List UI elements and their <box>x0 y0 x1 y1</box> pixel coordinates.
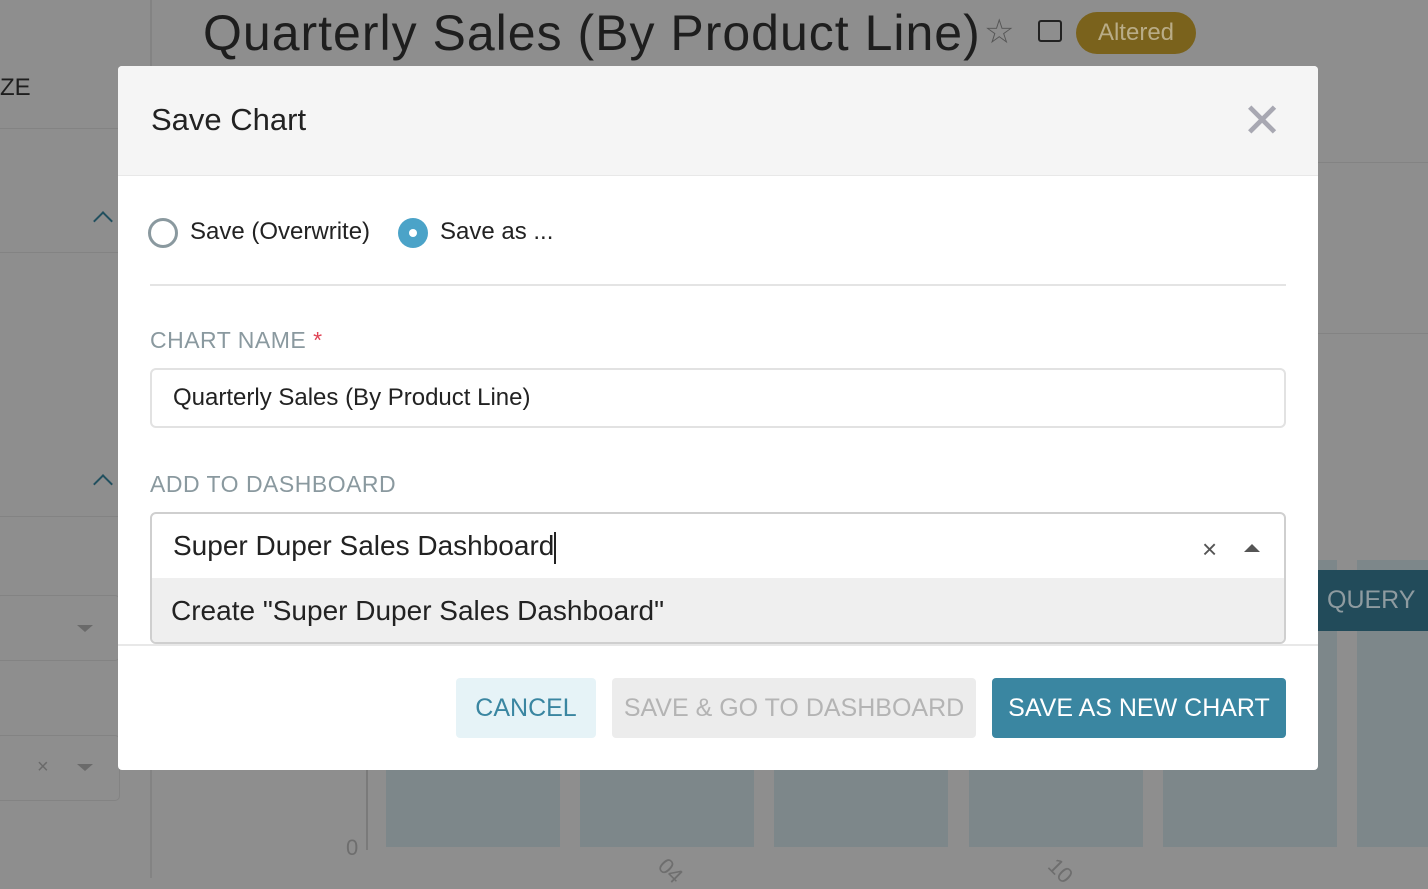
caret-up-icon[interactable] <box>1244 544 1260 552</box>
save-and-go-to-dashboard-button[interactable]: SAVE & GO TO DASHBOARD <box>612 678 976 738</box>
clear-icon[interactable]: × <box>1202 534 1218 564</box>
x-tick-label: 10 <box>1043 853 1079 889</box>
page-title: Quarterly Sales (By Product Line) <box>203 5 981 61</box>
required-marker: * <box>313 327 323 353</box>
modal-title: Save Chart <box>151 102 307 137</box>
save-as-new-chart-button[interactable]: SAVE AS NEW CHART <box>992 678 1286 738</box>
y-tick-label: 0 <box>346 835 359 860</box>
dashboard-select[interactable]: Super Duper Sales Dashboard × Create "Su… <box>150 512 1286 644</box>
text-cursor <box>554 531 557 564</box>
collapse-chevron-icon[interactable] <box>93 474 113 494</box>
edit-icon[interactable] <box>1038 20 1062 42</box>
chart-name-input[interactable]: Quarterly Sales (By Product Line) <box>150 368 1286 428</box>
x-tick-label: 04 <box>653 853 689 889</box>
cancel-button[interactable]: CANCEL <box>456 678 596 738</box>
save-chart-modal: Save Chart ✕ Save (Overwrite) Save as ..… <box>118 66 1318 770</box>
status-badge: Altered <box>1076 12 1196 54</box>
chart-name-label: CHART NAME * <box>150 327 323 353</box>
sidebar-select[interactable]: × <box>0 735 120 801</box>
dashboard-search-input[interactable]: Super Duper Sales Dashboard <box>173 530 557 564</box>
close-icon[interactable]: ✕ <box>1242 95 1283 148</box>
radio-overwrite[interactable] <box>148 218 178 248</box>
sidebar-select[interactable] <box>0 595 120 661</box>
radio-save-as[interactable] <box>398 218 428 248</box>
modal-header: Save Chart ✕ <box>118 66 1318 176</box>
collapse-chevron-icon[interactable] <box>93 211 113 231</box>
footer-divider <box>118 644 1318 646</box>
create-dashboard-option[interactable]: Create "Super Duper Sales Dashboard" <box>152 578 1284 642</box>
radio-save-as-label: Save as ... <box>440 218 554 245</box>
caret-down-icon <box>77 625 93 632</box>
sidebar-section-label: ZE <box>0 74 31 101</box>
radio-overwrite-label: Save (Overwrite) <box>190 218 371 245</box>
y-axis <box>366 770 368 850</box>
dashboard-label: ADD TO DASHBOARD <box>150 471 397 497</box>
caret-down-icon <box>77 764 93 771</box>
divider <box>150 284 1286 286</box>
clear-icon[interactable]: × <box>37 756 49 778</box>
star-icon[interactable]: ☆ <box>984 13 1015 51</box>
